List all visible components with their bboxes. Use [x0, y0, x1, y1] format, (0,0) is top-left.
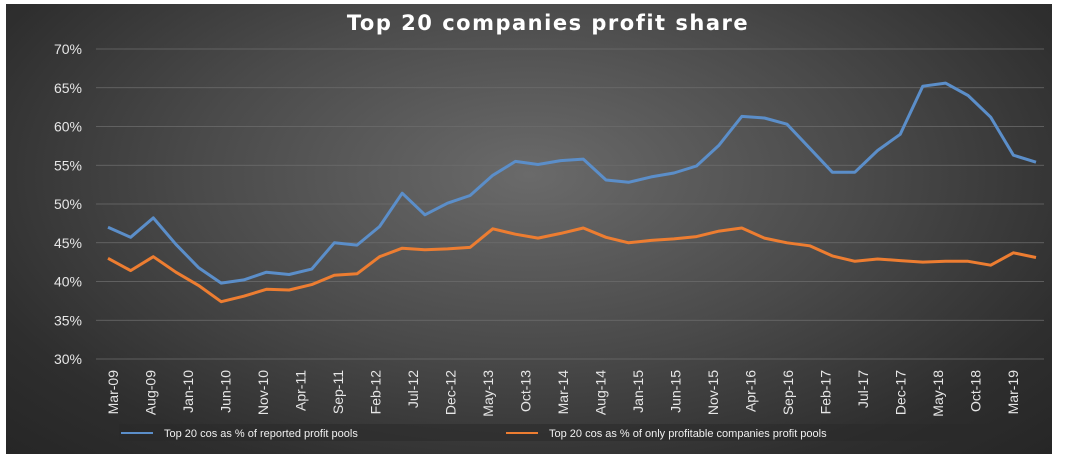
- series-line-reported: [107, 81, 1037, 285]
- x-tick-label: Nov-10: [255, 370, 271, 415]
- x-tick-label: Nov-15: [705, 370, 721, 415]
- x-tick-label: Oct-18: [968, 370, 984, 412]
- legend-background: [119, 424, 987, 441]
- series-line-profitable: [107, 226, 1037, 304]
- y-tick-label: 30%: [54, 351, 82, 367]
- x-tick-label: Apr-11: [293, 370, 309, 411]
- x-tick-label: Jul-17: [855, 370, 871, 408]
- chart-frame: Top 20 companies profit share 30% 35% 40% 4…: [6, 4, 1052, 454]
- y-tick-label: 35%: [54, 312, 82, 328]
- x-tick-label: Mar-09: [105, 370, 121, 415]
- x-tick-label: Jan-15: [630, 370, 646, 413]
- y-tick-label: 65%: [54, 80, 82, 96]
- x-tick-label: Jun-10: [218, 370, 234, 413]
- x-tick-label: Apr-16: [743, 370, 759, 412]
- x-tick-label: Sep-11: [330, 370, 346, 414]
- x-tick-label: Feb-12: [368, 370, 384, 415]
- x-tick-label: Mar-19: [1005, 370, 1021, 415]
- legend-label-profitable: Top 20 cos as % of only profitable compa…: [549, 428, 827, 440]
- legend: Top 20 cos as % of reported profit pools…: [119, 424, 987, 441]
- y-tick-label: 50%: [54, 196, 82, 212]
- legend-label-reported: Top 20 cos as % of reported profit pools: [164, 428, 358, 440]
- x-tick-label: Jan-10: [180, 370, 196, 413]
- x-axis-ticks: Mar-09 Aug-09 Jan-10 Jun-10 Nov-10 Apr-11 Sep-…: [105, 370, 1021, 417]
- x-tick-label: Dec-17: [893, 370, 909, 415]
- chart: Top 20 companies profit share 30% 35% 40% 4…: [54, 11, 1044, 441]
- x-tick-label: Dec-12: [443, 370, 459, 415]
- series-lines: [107, 81, 1037, 304]
- x-tick-label: Sep-16: [780, 370, 796, 415]
- y-axis-ticks: 30% 35% 40% 45% 50% 55% 60% 65% 70%: [54, 41, 82, 367]
- y-tick-label: 70%: [54, 41, 82, 57]
- chart-title: Top 20 companies profit share: [347, 11, 749, 35]
- gridlines: [96, 48, 1044, 360]
- y-tick-label: 40%: [54, 274, 82, 290]
- x-tick-label: May-13: [480, 370, 496, 417]
- x-tick-label: Oct-13: [518, 370, 534, 412]
- x-tick-label: Jul-12: [405, 370, 421, 408]
- x-tick-label: Aug-14: [593, 370, 609, 415]
- x-tick-label: Aug-09: [143, 370, 159, 415]
- x-tick-label: Feb-17: [818, 370, 834, 415]
- y-tick-label: 45%: [54, 235, 82, 251]
- x-tick-label: Mar-14: [555, 370, 571, 415]
- y-tick-label: 60%: [54, 119, 82, 135]
- y-tick-label: 55%: [54, 157, 82, 173]
- x-tick-label: Jun-15: [668, 370, 684, 413]
- x-tick-label: May-18: [930, 370, 946, 417]
